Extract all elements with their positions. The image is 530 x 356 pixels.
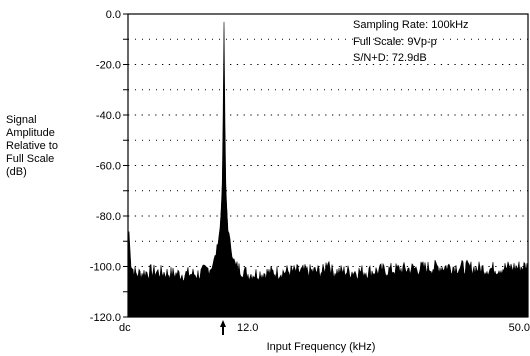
carrier-peak <box>218 21 230 275</box>
x-tick-label: 12.0 <box>237 322 258 334</box>
y-tick-label: -100.0 <box>90 262 121 274</box>
x-tick-label: dc <box>119 322 131 334</box>
y-axis-ticks <box>123 13 128 318</box>
y-tick-labels: 0.0 -20.0 -40.0 -60.0 -80.0 -100.0 -120.0 <box>90 9 121 324</box>
spectrum-series-fill <box>127 21 529 318</box>
plot-area <box>127 21 529 318</box>
y-axis-label-line: Signal <box>6 114 37 126</box>
sampling-rate-annotation: Sampling Rate: 100kHz <box>353 19 469 31</box>
grid-lines <box>128 38 528 293</box>
y-tick-label: -60.0 <box>96 161 121 173</box>
full-scale-annotation: Full Scale: 9Vp-p <box>353 36 437 48</box>
y-tick-label: -80.0 <box>96 211 121 223</box>
frequency-marker-arrow-icon <box>220 320 226 335</box>
y-tick-label: 0.0 <box>106 9 121 21</box>
y-tick-label: -20.0 <box>96 60 121 72</box>
y-axis-label-line: Relative to <box>6 140 58 152</box>
y-axis-label-line: (dB) <box>6 166 27 178</box>
y-tick-label: -40.0 <box>96 110 121 122</box>
y-axis-label-line: Full Scale <box>6 153 55 165</box>
y-tick-label: -120.0 <box>90 312 121 324</box>
plot-frame <box>127 13 529 318</box>
snd-annotation: S/N+D: 72.9dB <box>353 52 427 64</box>
x-tick-labels: dc 12.0 50.0 <box>119 322 530 334</box>
x-tick-label: 50.0 <box>509 322 530 334</box>
y-axis-label-line: Amplitude <box>6 127 55 139</box>
x-axis-label: Input Frequency (kHz) <box>267 341 376 353</box>
